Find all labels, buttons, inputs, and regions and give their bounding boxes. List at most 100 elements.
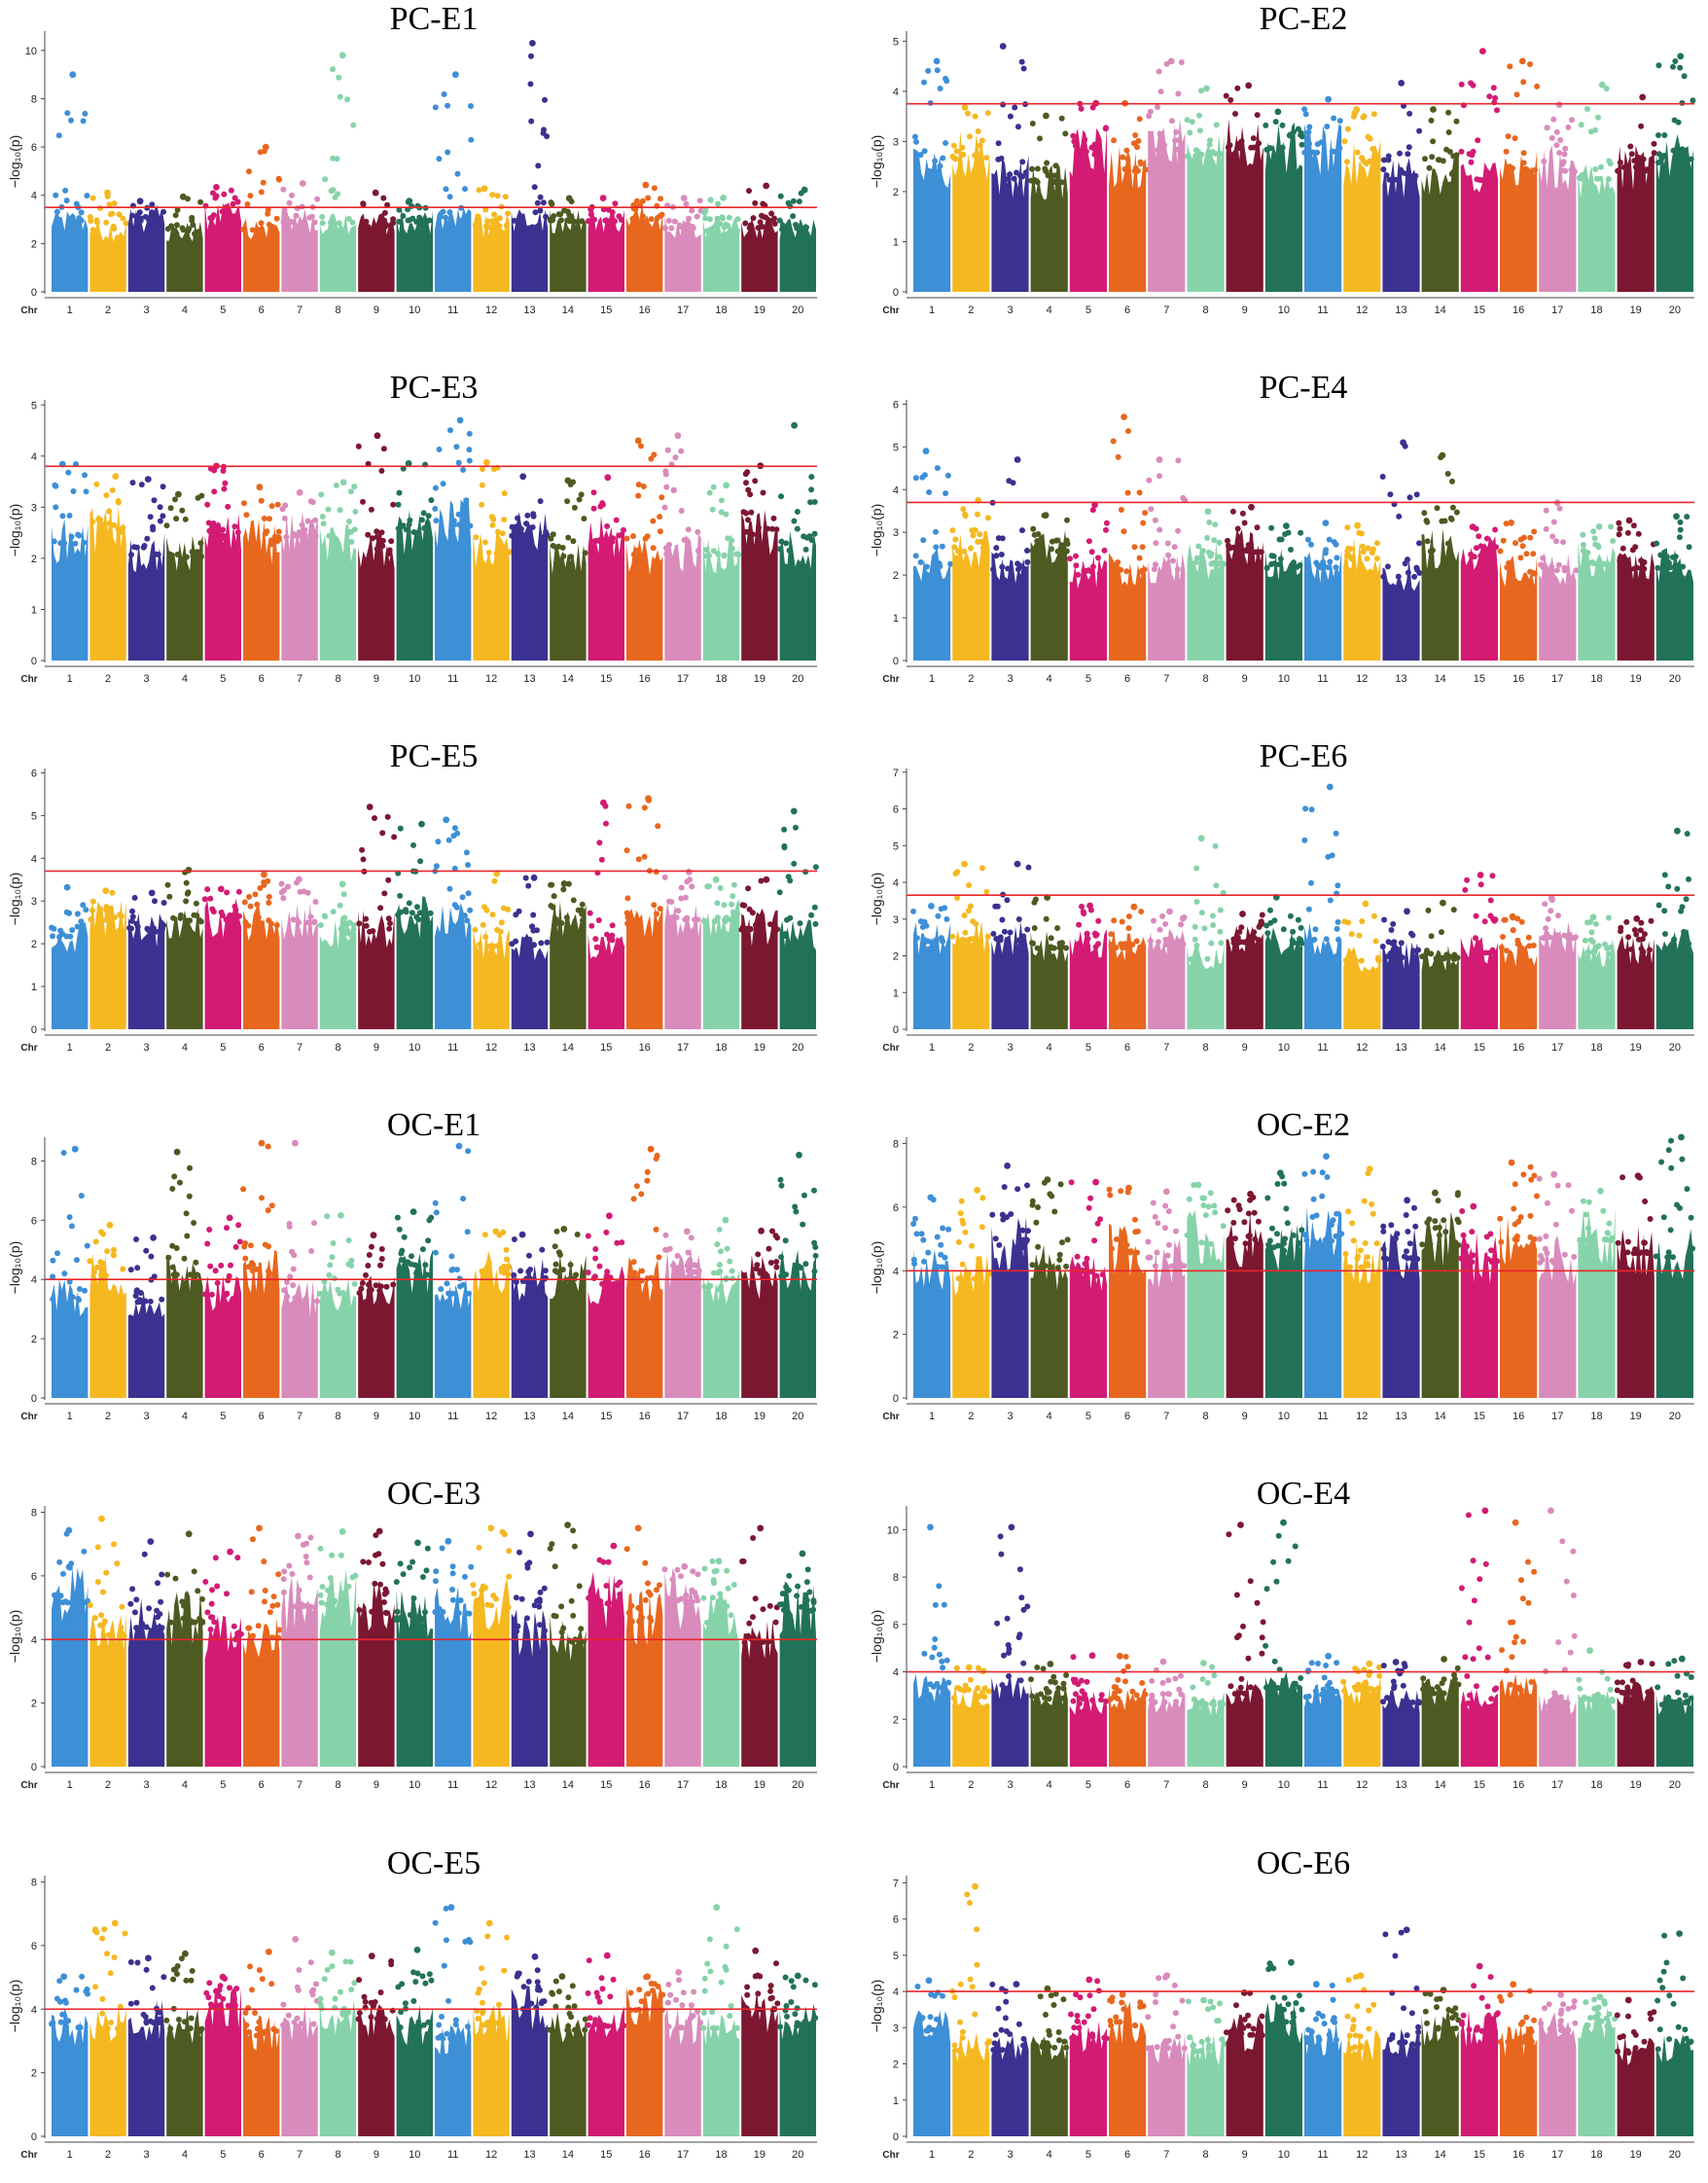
snp-point	[635, 1604, 642, 1611]
snp-point	[1594, 1691, 1601, 1698]
y-axis-label: −log₁₀(p)	[869, 1241, 884, 1295]
snp-point	[140, 544, 147, 551]
snp-point	[88, 916, 94, 923]
snp-point	[932, 158, 939, 164]
chromosome-11-body	[435, 497, 472, 661]
chromosome-3-body	[991, 1216, 1029, 1398]
chromosome-13-body	[1382, 158, 1420, 292]
snp-point	[1667, 1227, 1674, 1234]
snp-point	[727, 1258, 733, 1265]
snp-point	[811, 1239, 818, 1246]
snp-point	[1424, 948, 1430, 954]
snp-point	[1674, 1201, 1680, 1208]
chromosome-13-body	[1382, 1690, 1420, 1767]
snp-point	[1014, 169, 1019, 176]
chromosome-10-points	[1264, 1169, 1305, 1398]
snp-peak-point	[447, 1904, 455, 1912]
x-tick-label: 15	[1474, 1042, 1485, 1054]
x-tick-label: 16	[1512, 673, 1524, 685]
snp-point	[1464, 1673, 1471, 1679]
snp-point	[311, 219, 318, 226]
snp-point	[1604, 1675, 1611, 1682]
chromosome-13-body	[1382, 1228, 1420, 1398]
snp-point	[718, 509, 725, 516]
snp-point	[506, 1548, 513, 1555]
snp-point	[1545, 915, 1551, 922]
x-tick-label: 3	[143, 2149, 149, 2161]
snp-point	[1234, 934, 1241, 941]
snp-peak-point	[1441, 1656, 1447, 1663]
snp-point	[663, 1246, 670, 1253]
snp-point	[558, 920, 565, 926]
snp-point	[1186, 1196, 1192, 1202]
x-tick-label: 15	[600, 2149, 612, 2161]
x-tick-label: 7	[1163, 1042, 1169, 1054]
snp-point	[1136, 555, 1143, 561]
snp-point	[75, 1597, 82, 1604]
snp-point	[1299, 133, 1305, 140]
x-tick-label: 6	[259, 304, 265, 316]
snp-point	[183, 879, 190, 886]
snp-point	[337, 93, 343, 100]
y-tick-label: 0	[31, 1024, 37, 1036]
snp-point	[365, 1263, 372, 1269]
x-tick-label: 12	[485, 304, 497, 316]
snp-point	[394, 1214, 401, 1221]
snp-point	[82, 931, 88, 938]
snp-point	[657, 528, 663, 535]
snp-point	[1360, 158, 1367, 164]
chromosome-12-body	[1343, 1674, 1381, 1767]
snp-point	[1635, 530, 1642, 537]
snp-point	[718, 497, 725, 504]
x-tick-label: 15	[1474, 1779, 1485, 1791]
snp-point	[548, 535, 554, 542]
snp-point	[1256, 140, 1262, 147]
snp-point	[428, 1214, 435, 1221]
snp-point	[299, 521, 305, 528]
snp-point	[917, 559, 924, 565]
snp-point	[701, 1975, 708, 1982]
snp-point	[604, 539, 610, 545]
x-tick-label: 11	[447, 1779, 458, 1791]
snp-point	[419, 1246, 426, 1253]
snp-point	[99, 2010, 106, 2017]
snp-point	[1263, 922, 1270, 929]
chromosome-9-body	[358, 1582, 395, 1767]
snp-point	[282, 211, 289, 218]
snp-point	[1658, 1159, 1665, 1165]
snp-point	[1133, 1692, 1140, 1699]
chromosome-4-body	[166, 1591, 203, 1767]
snp-point	[1548, 1698, 1554, 1704]
x-tick-label: 6	[259, 1411, 265, 1422]
snp-point	[645, 1589, 652, 1595]
snp-point	[439, 1545, 445, 1552]
snp-point	[1248, 144, 1255, 151]
snp-point	[1113, 1235, 1120, 1242]
snp-point	[194, 1271, 200, 1278]
snp-point	[1291, 559, 1297, 566]
snp-peak-point	[1204, 508, 1212, 516]
snp-point	[791, 518, 798, 524]
x-tick-label: 19	[1630, 304, 1642, 316]
y-tick-label: 2	[31, 554, 37, 565]
snp-point	[258, 220, 265, 227]
snp-point	[1470, 82, 1477, 89]
x-tick-label: 2	[968, 1042, 974, 1054]
snp-peak-point	[531, 1953, 539, 1960]
x-tick-label: 5	[1085, 1042, 1091, 1054]
snp-point	[695, 1268, 702, 1274]
snp-point	[1174, 566, 1181, 573]
snp-peak-point	[1043, 112, 1050, 120]
snp-point	[1514, 915, 1521, 922]
snp-peak-point	[1586, 1647, 1593, 1655]
snp-point	[1232, 111, 1238, 117]
snp-point	[1380, 573, 1387, 580]
snp-point	[340, 1590, 347, 1596]
snp-point	[587, 211, 594, 218]
snp-point	[1385, 157, 1392, 163]
chromosome-2-points	[952, 1187, 992, 1398]
snp-point	[281, 1568, 288, 1575]
snp-point	[1670, 1254, 1676, 1261]
snp-point	[1428, 950, 1435, 957]
snp-point	[1198, 1239, 1205, 1246]
